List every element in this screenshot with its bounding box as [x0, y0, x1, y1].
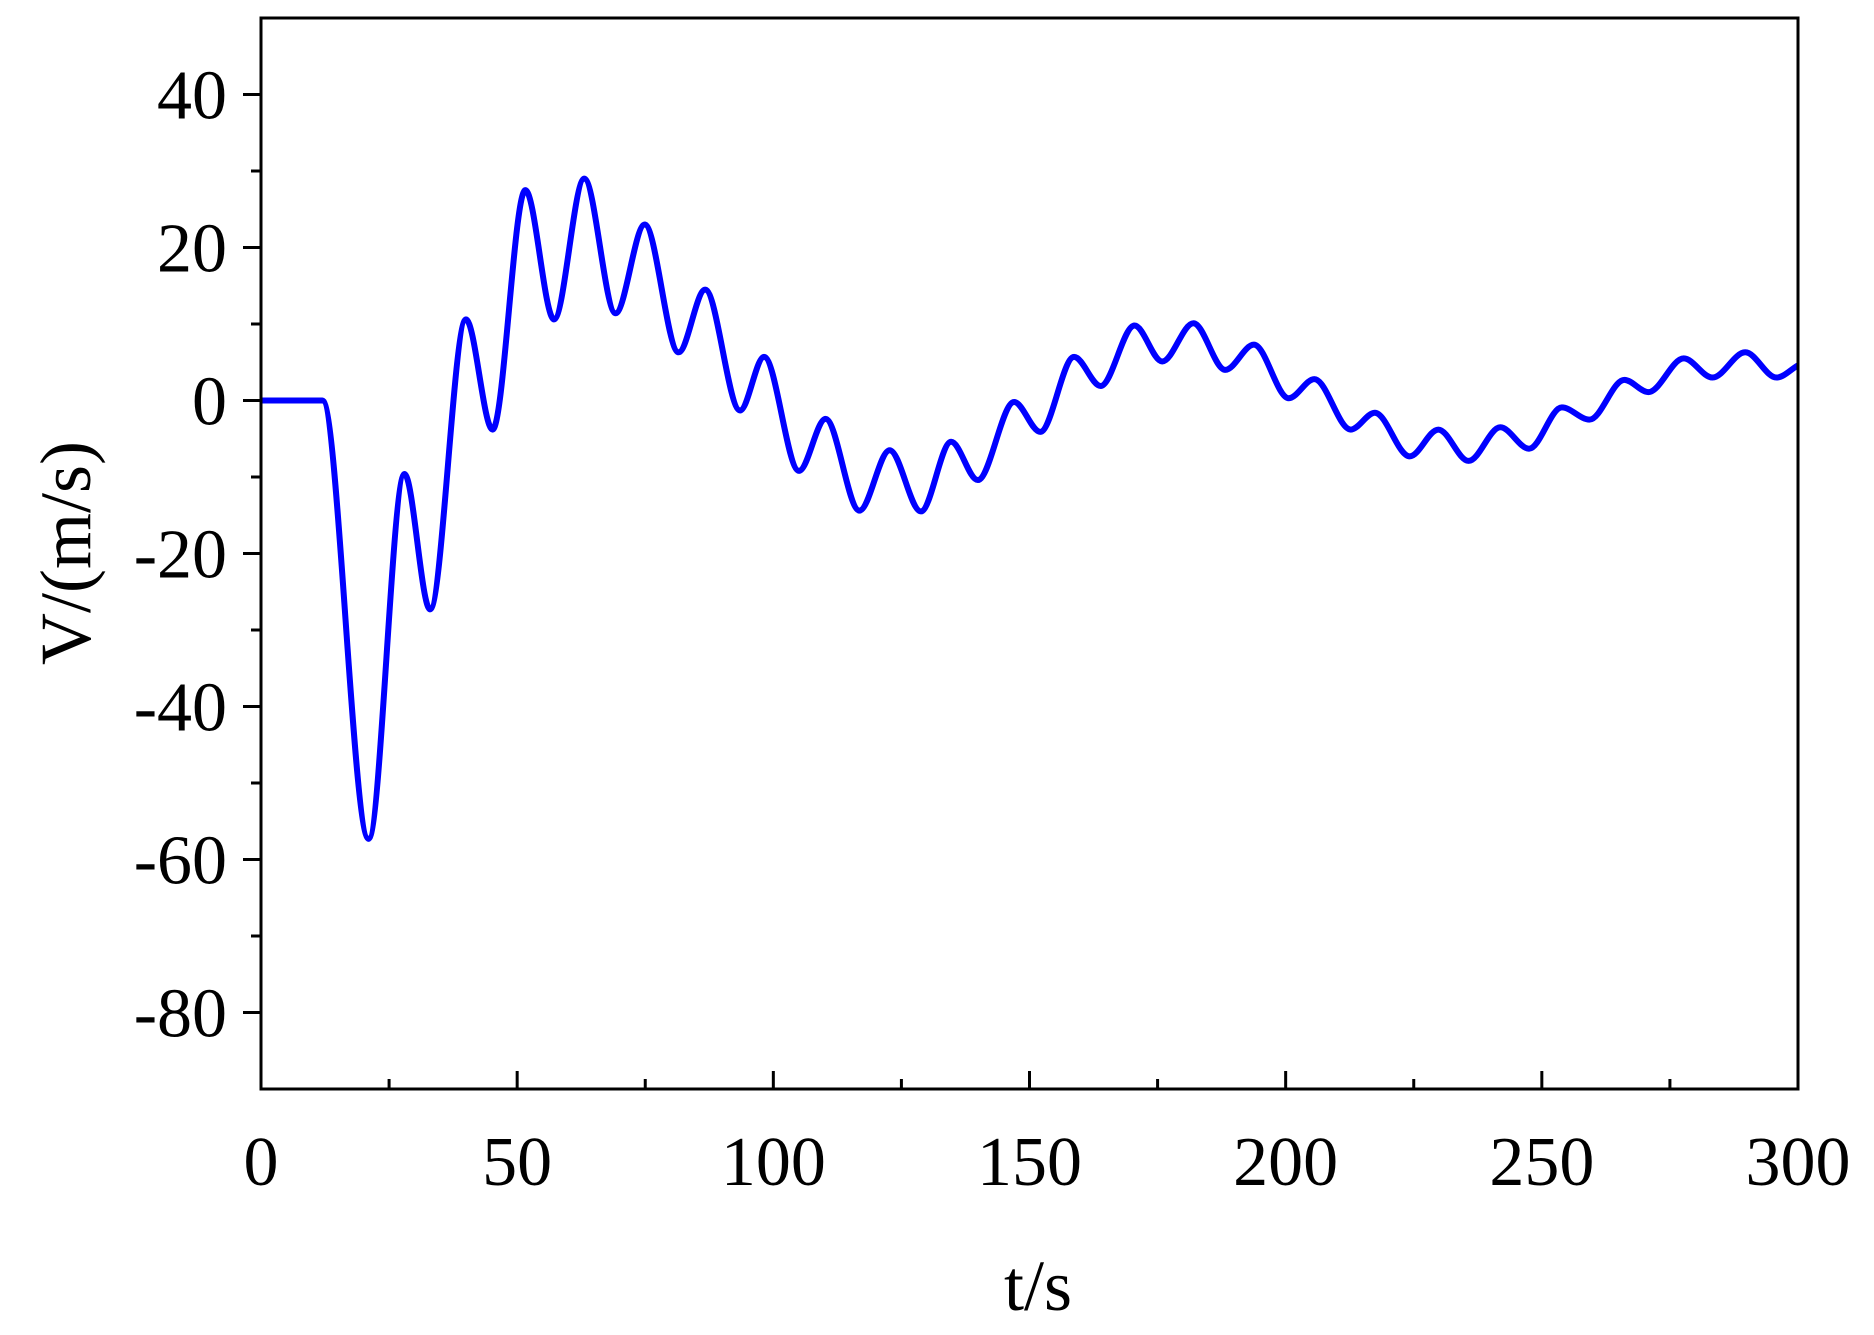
data-line [260, 175, 1800, 842]
y-axis-label: V/(m/s) [26, 441, 106, 665]
x-tick-label: 250 [1489, 1124, 1594, 1201]
x-tick-label: 0 [244, 1124, 279, 1201]
x-tick-label: 200 [1233, 1124, 1338, 1201]
plot-frame [259, 16, 1800, 1091]
x-axis-label: t/s [1004, 1246, 1072, 1326]
y-tick-label: 40 [157, 58, 227, 135]
x-tick-label: 50 [482, 1124, 552, 1201]
y-tick-label: -80 [134, 976, 227, 1053]
x-tick-label: 150 [977, 1124, 1082, 1201]
x-tick-label: 100 [721, 1124, 826, 1201]
y-tick-label: 0 [192, 364, 227, 441]
y-tick-label: -60 [134, 823, 227, 900]
x-tick-label: 300 [1746, 1124, 1851, 1201]
y-tick-label: -40 [134, 670, 227, 747]
y-tick-label: -20 [134, 517, 227, 594]
y-tick-label: 20 [157, 211, 227, 288]
